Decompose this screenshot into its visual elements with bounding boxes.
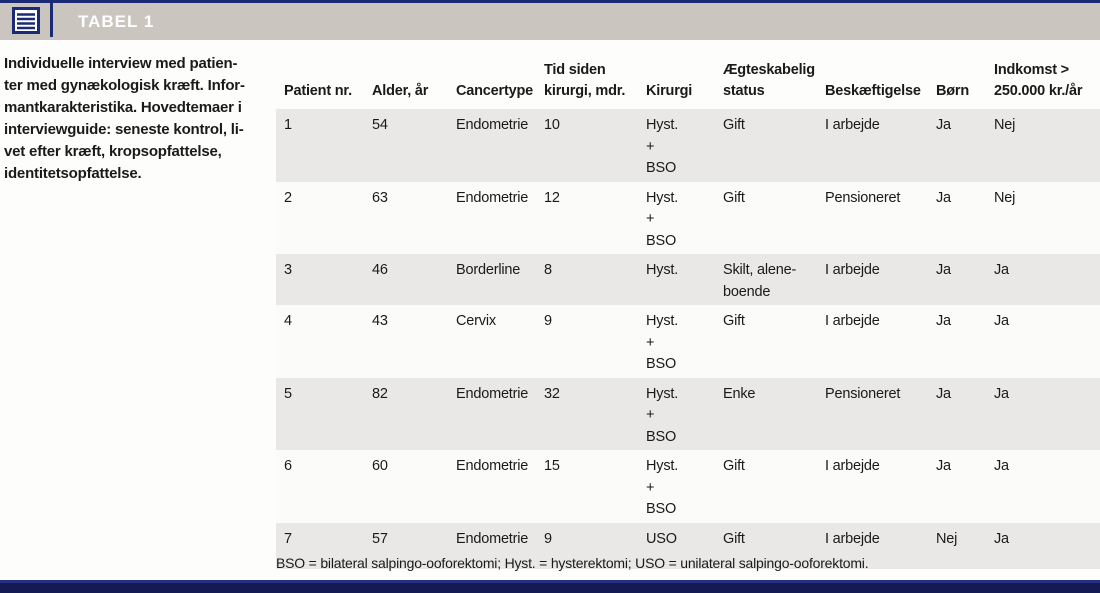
column-header: Patient nr. [284,83,352,99]
table-cell: 5 [284,385,292,402]
table-cell: Hyst. + BSO [646,189,679,249]
header-divider [50,0,53,37]
table-cell: Ja [936,117,951,133]
table-cell: 63 [372,189,388,206]
table-cell: Nej [936,530,958,547]
table-cell: Gift [723,458,745,474]
table-cell: 32 [544,385,560,402]
column-header: Beskæftigelse [825,83,921,99]
footnote: BSO = bilateral salpingo-ooforektomi; Hy… [276,555,869,571]
table-cell: Borderline [456,262,521,278]
table-cell: 7 [284,530,292,547]
table-cell: Endometrie [456,385,529,402]
table-cell: Gift [723,313,745,329]
patient-table: Patient nr. Alder, år Cancertype Tid siden … [276,60,1100,569]
column-header: Alder, år [372,83,429,99]
table-cell: Endometrie [456,458,529,474]
column-header: Børn [936,83,970,99]
table-row: 1 54 Endometrie 10 Hyst. + BSO Gift I arbejde J… [276,109,1100,182]
bottom-bar [0,580,1100,593]
table-cell: 3 [284,262,292,278]
table-cell: USO [646,530,677,547]
table-cell: Ja [994,530,1009,547]
table-cell: 10 [544,117,560,133]
table-cell: 54 [372,117,388,133]
table-container: Patient nr. Alder, år Cancertype Tid siden … [276,60,1100,569]
table-cell: 46 [372,262,388,278]
table-cell: Enke [723,385,756,402]
table-cell: I arbejde [825,262,880,278]
table-cell: 8 [544,262,552,278]
table-row: 7 57 Endometrie 9 USO Gift I arbejde Nej Ja [276,522,1100,569]
table-cell: Cervix [456,313,496,329]
table-cell: 12 [544,189,560,206]
column-header: Tid siden kirurgi, mdr. [544,62,626,99]
table-cell: 2 [284,189,292,206]
top-rule [0,0,1100,3]
column-header: Ægteskabelig status [723,62,815,99]
table-cell: Pensioneret [825,189,901,206]
table-cell: Hyst. + BSO [646,385,679,445]
table-cell: 57 [372,530,388,547]
table-cell: Gift [723,189,745,206]
table-cell: Hyst. + BSO [646,117,679,176]
table-cell: 60 [372,458,388,474]
table-cell: Ja [936,262,951,278]
table-title: TABEL 1 [78,12,155,31]
header-band: TABEL 1 [0,0,1100,40]
table-cell: Gift [723,117,745,133]
table-caption: Individuelle interview med patien- ter m… [4,55,245,182]
column-header: Indkomst > 250.000 kr./år [994,62,1083,99]
table-cell: Nej [994,117,1016,133]
table-list-icon [12,7,40,34]
table-cell: Ja [936,458,951,474]
table-cell: Hyst. + BSO [646,313,679,372]
table-cell: I arbejde [825,458,880,474]
table-cell: Ja [936,313,951,329]
table-cell: 4 [284,313,292,329]
table-cell: Ja [994,262,1009,278]
table-cell: Hyst. [646,262,679,278]
table-cell: Ja [936,385,951,402]
table-cell: Hyst. + BSO [646,458,679,517]
table-cell: Nej [994,189,1016,206]
table-header-row: Patient nr. Alder, år Cancertype Tid siden … [276,60,1100,109]
table-row: 4 43 Cervix 9 Hyst. + BSO Gift I arbejde Ja Ja [276,305,1100,378]
table-cell: 6 [284,458,292,474]
table-cell: Ja [936,189,951,206]
table-row: 6 60 Endometrie 15 Hyst. + BSO Gift I arbejde J… [276,450,1100,523]
table-cell: 1 [284,117,292,133]
table-cell: Skilt, alene- boende [723,262,797,300]
table-cell: 15 [544,458,560,474]
table-cell: Ja [994,458,1009,474]
table-cell: 43 [372,313,388,329]
column-header: Cancertype [456,83,533,99]
table-cell: Pensioneret [825,385,901,402]
table-cell: Endometrie [456,189,529,206]
column-header: Kirurgi [646,83,693,99]
table-cell: Endometrie [456,530,529,547]
table-cell: Endometrie [456,117,529,133]
table-cell: 9 [544,313,552,329]
table-cell: 9 [544,530,552,547]
table-cell: 82 [372,385,388,402]
table-cell: Ja [994,385,1009,402]
table-cell: Ja [994,313,1009,329]
table-row: 5 82 Endometrie 32 Hyst. + BSO Enke Pensionere… [276,377,1100,450]
table-cell: Gift [723,530,745,547]
table-row: 3 46 Borderline 8 Hyst. Skilt, alene- boende I… [276,254,1100,305]
table-row: 2 63 Endometrie 12 Hyst. + BSO Gift Pensionere… [276,181,1100,254]
table-cell: I arbejde [825,530,880,547]
table-cell: I arbejde [825,117,880,133]
table-cell: I arbejde [825,313,880,329]
